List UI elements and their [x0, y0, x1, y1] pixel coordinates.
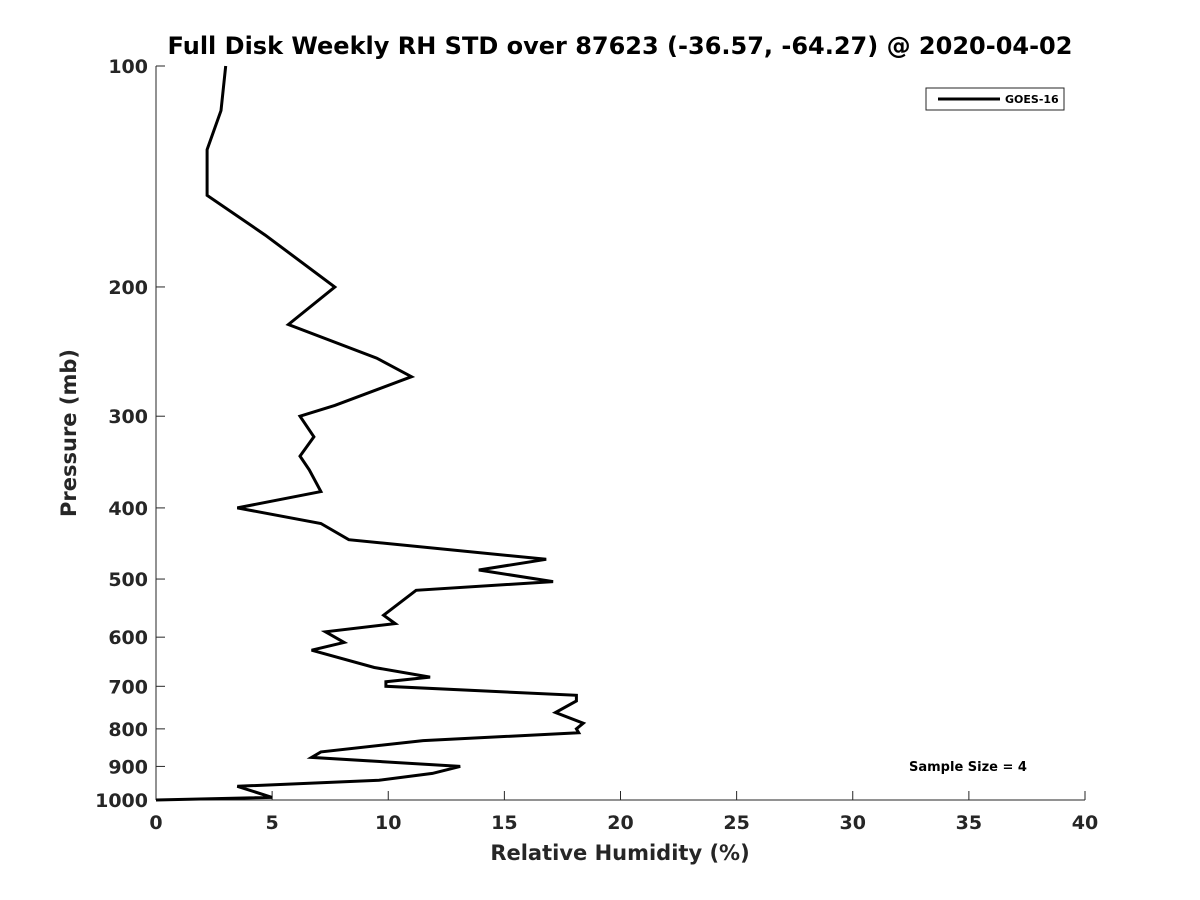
legend: GOES-16 — [925, 87, 1065, 111]
x-tick-label: 15 — [491, 812, 517, 834]
y-tick-label: 200 — [108, 277, 148, 299]
y-tick-label: 300 — [108, 406, 148, 428]
series-line-goes16 — [155, 65, 587, 802]
y-tick-label: 900 — [108, 756, 148, 778]
x-tick-label: 5 — [266, 812, 279, 834]
x-axis-label: Relative Humidity (%) — [490, 841, 749, 865]
y-tick-label: 700 — [108, 676, 148, 698]
x-tick-label: 10 — [375, 812, 401, 834]
y-tick-label: 800 — [108, 719, 148, 741]
y-ticks: 100 200 300 400 500 600 700 800 900 1000 — [95, 56, 165, 812]
x-tick-label: 35 — [956, 812, 982, 834]
sample-size-annotation: Sample Size = 4 — [909, 760, 1027, 775]
y-tick-label: 500 — [108, 569, 148, 591]
y-tick-label: 1000 — [95, 790, 148, 812]
x-tick-label: 20 — [607, 812, 633, 834]
series-layer — [155, 65, 587, 802]
x-tick-label: 40 — [1072, 812, 1098, 834]
x-ticks: 0 5 10 15 20 25 30 35 40 — [149, 791, 1098, 834]
y-tick-label: 400 — [108, 498, 148, 520]
axes — [155, 66, 1085, 801]
x-tick-label: 30 — [840, 812, 866, 834]
chart-title: Full Disk Weekly RH STD over 87623 (-36.… — [168, 32, 1073, 60]
legend-label-goes16: GOES-16 — [1005, 93, 1059, 106]
y-tick-label: 100 — [108, 56, 148, 78]
y-axis-label: Pressure (mb) — [57, 349, 81, 517]
y-tick-label: 600 — [108, 627, 148, 649]
x-tick-label: 0 — [149, 812, 162, 834]
x-tick-label: 25 — [723, 812, 749, 834]
